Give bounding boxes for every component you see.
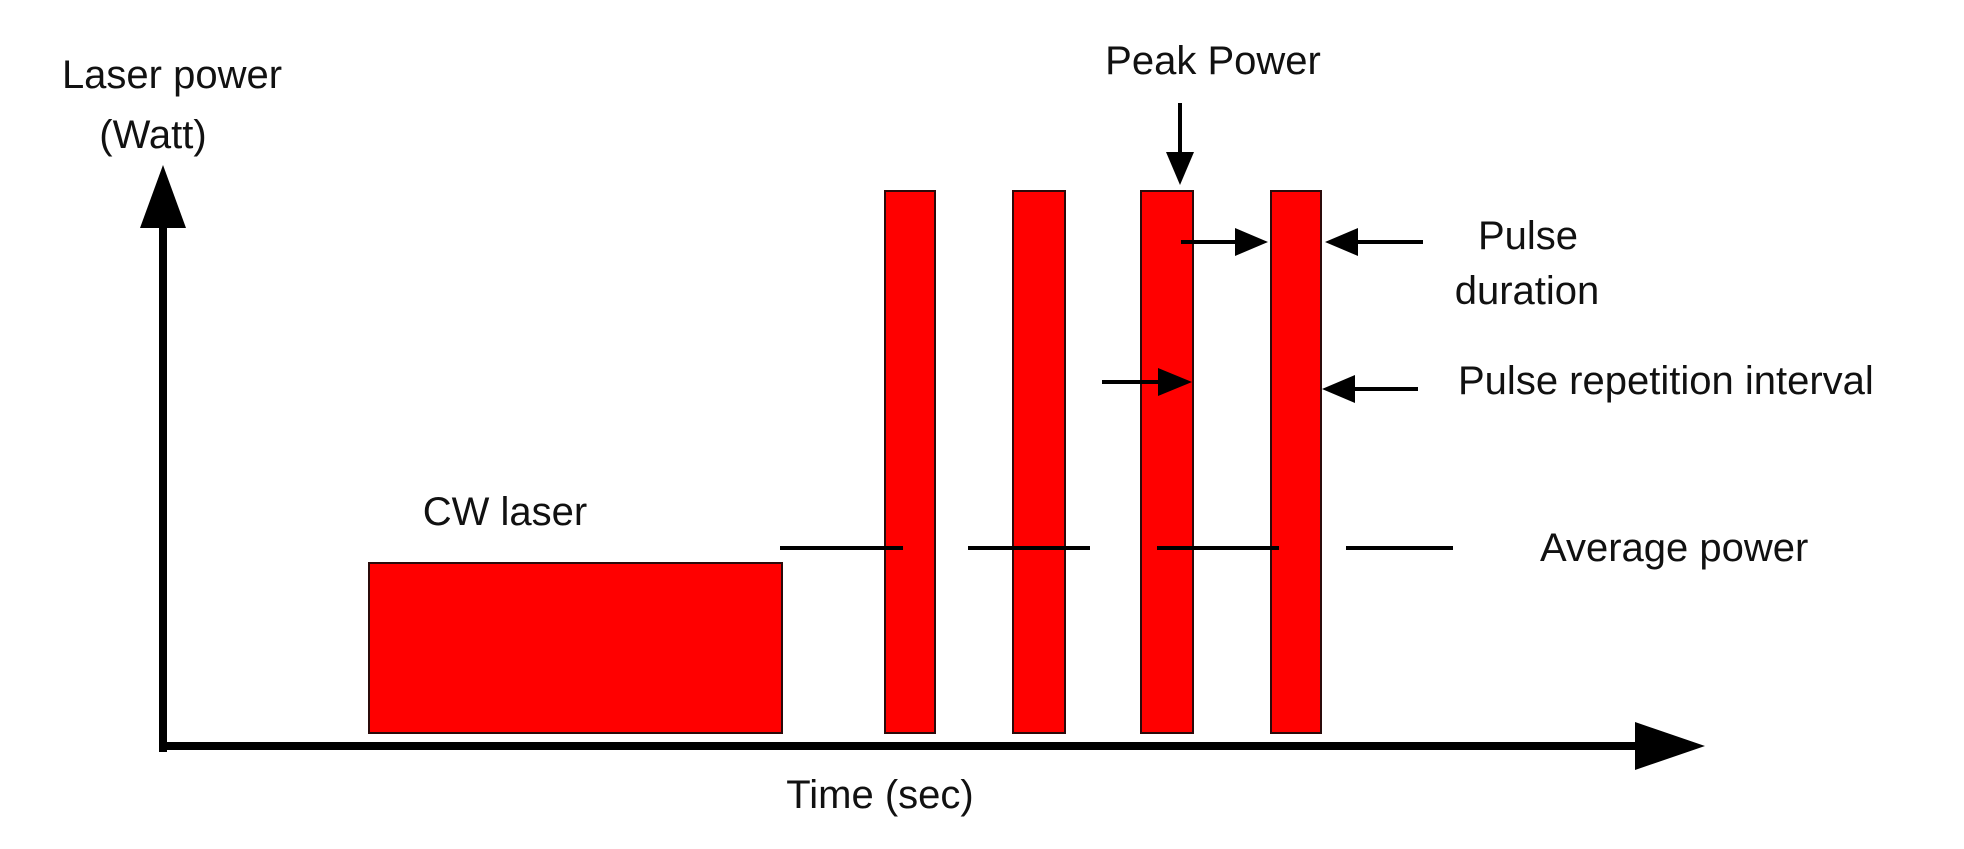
pulse-train (884, 190, 1322, 734)
average-power-label: Average power (1540, 526, 1808, 570)
y-axis-label-line1: Laser power (62, 53, 282, 97)
cw-laser-label: CW laser (423, 490, 587, 534)
pulse-repetition-interval-label: Pulse repetition interval (1458, 359, 1874, 403)
pulse-bar (884, 190, 936, 734)
x-axis-label: Time (sec) (786, 773, 973, 817)
pulse-repetition-arrowhead-right (1322, 375, 1355, 403)
cw-laser-block (368, 562, 783, 734)
axes (140, 165, 1705, 770)
pulse-duration-label-line2: duration (1455, 269, 1600, 313)
pulse-bar (1012, 190, 1066, 734)
pulse-repetition-arrowhead-left (1158, 368, 1192, 396)
peak-power-arrowhead (1166, 152, 1194, 185)
pulse-duration-arrowhead-left (1235, 228, 1268, 256)
pulse-duration-arrowhead-right (1325, 228, 1358, 256)
x-axis-arrowhead (1635, 722, 1705, 770)
y-axis-label-line2: (Watt) (99, 113, 206, 157)
pulse-bar (1270, 190, 1322, 734)
peak-power-label: Peak Power (1105, 39, 1321, 83)
y-axis-arrowhead (140, 165, 186, 228)
pulse-bar (1140, 190, 1194, 734)
pulse-duration-label-line1: Pulse (1478, 214, 1578, 258)
